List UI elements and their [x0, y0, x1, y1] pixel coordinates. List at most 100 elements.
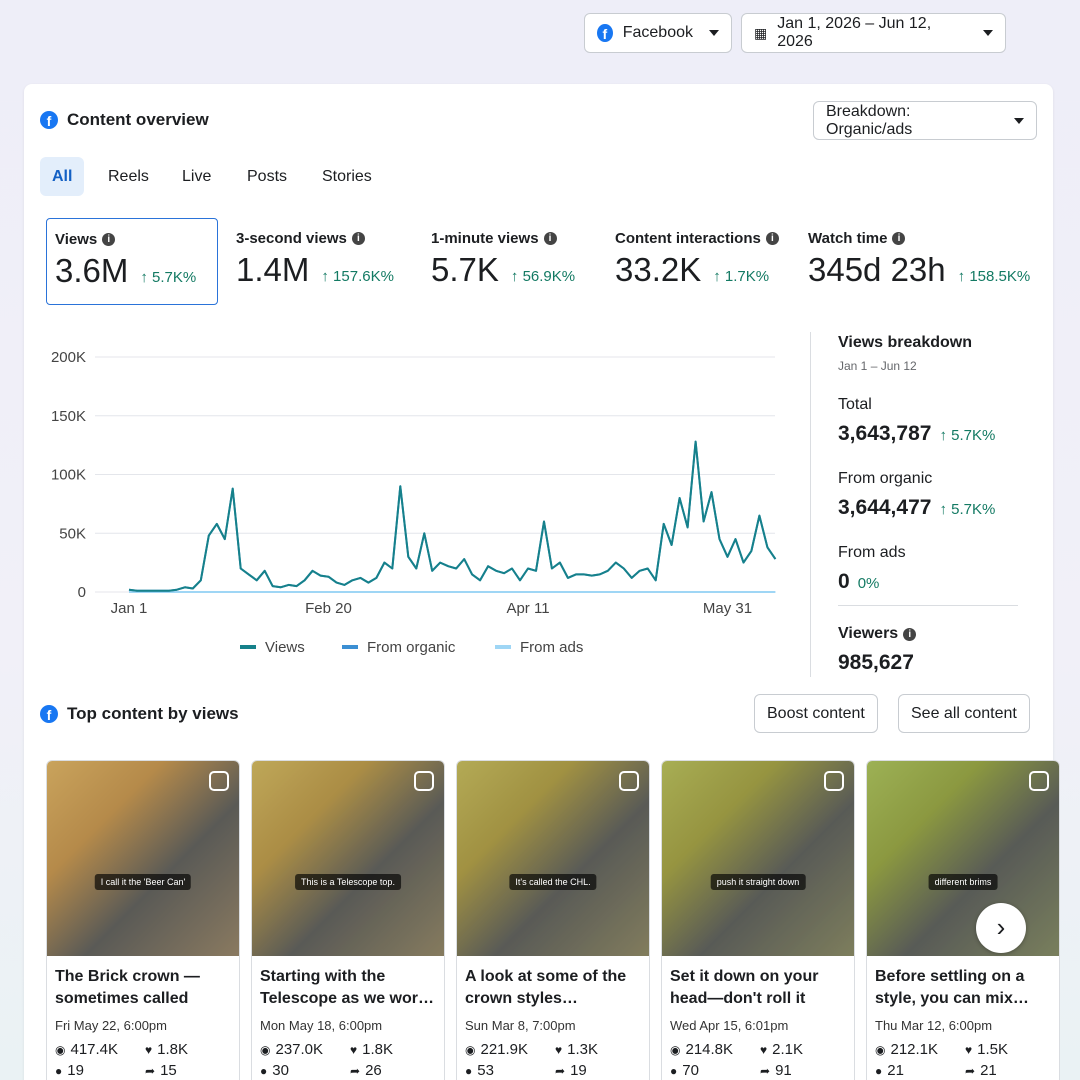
- breakdown-label: Breakdown: Organic/ads: [826, 102, 913, 138]
- breakdown-change: 5.7K%: [939, 501, 995, 518]
- stat-shares: 26: [350, 1062, 440, 1079]
- metric-card: Content interactions i 33.2K 1.7K%: [607, 218, 797, 305]
- info-icon: i: [102, 233, 116, 246]
- next-button[interactable]: ›: [976, 903, 1026, 953]
- post-date: Wed Apr 15, 6:01pm: [670, 1018, 789, 1033]
- post-date: Thu Mar 12, 6:00pm: [875, 1018, 993, 1033]
- reel-icon: [1029, 771, 1049, 791]
- metric-label-row: 1-minute views i: [431, 230, 595, 247]
- breakdown-value-row: 3,644,477 5.7K%: [838, 496, 995, 520]
- post-stats: 237.0K1.8K3026: [260, 1041, 436, 1079]
- post-date: Mon May 18, 6:00pm: [260, 1018, 383, 1033]
- stat-comments: 19: [55, 1062, 145, 1079]
- metric-value: 33.2K: [615, 251, 702, 288]
- top-content-title: Top content by views: [67, 704, 239, 723]
- tab[interactable]: Reels: [108, 167, 149, 185]
- stat-comments: 30: [260, 1062, 350, 1079]
- stat-likes: 1.5K: [965, 1041, 1055, 1058]
- divider: [838, 605, 1018, 606]
- metric-label: Content interactions: [615, 230, 761, 247]
- top-content-header: f Top content by views: [40, 704, 239, 724]
- metric-change: 1.7K%: [713, 268, 769, 285]
- post-title: Set it down on your head—don't roll it o…: [670, 968, 819, 1007]
- info-icon: i: [892, 232, 906, 245]
- x-tick-label: Jan 1: [111, 600, 148, 617]
- legend-label: From organic: [367, 639, 456, 656]
- breakdown-value: 3,643,787: [838, 422, 932, 445]
- viewers-value: 985,627: [838, 651, 914, 674]
- metric-card: 3-second views i 1.4M 157.6K%: [228, 218, 418, 305]
- reel-icon: [209, 771, 229, 791]
- info-icon: i: [903, 627, 917, 641]
- content-card[interactable]: This is a Telescope top. Starting with th…: [251, 760, 445, 1080]
- metric-value: 5.7K: [431, 251, 499, 288]
- thumbnail-caption: I call it the 'Beer Can': [94, 874, 192, 891]
- y-tick-label: 150K: [51, 408, 86, 425]
- calendar-icon: ▦: [754, 24, 768, 41]
- x-tick-label: May 31: [703, 600, 752, 617]
- stat-likes: 1.3K: [555, 1041, 645, 1058]
- platform-dropdown[interactable]: f Facebook: [584, 13, 732, 53]
- viewers-label: Viewers: [838, 625, 899, 642]
- metric-value-row: 5.7K 56.9K%: [431, 251, 595, 289]
- date-dropdown[interactable]: ▦ Jan 1, 2026 – Jun 12, 2026: [741, 13, 1006, 53]
- breakdown-value: 0: [838, 570, 850, 593]
- stat-views: 417.4K: [55, 1041, 145, 1058]
- stat-comments: 53: [465, 1062, 555, 1079]
- overview-header: f Content overview: [40, 110, 209, 130]
- stat-shares: 91: [760, 1062, 850, 1079]
- post-stats: 214.8K2.1K7091: [670, 1041, 846, 1079]
- viewers-label-row: Viewers i: [838, 625, 917, 643]
- x-tick-label: Feb 20: [305, 600, 352, 617]
- reel-icon: [619, 771, 639, 791]
- stat-likes: 1.8K: [350, 1041, 440, 1058]
- post-date: Fri May 22, 6:00pm: [55, 1018, 167, 1033]
- y-tick-label: 0: [78, 584, 86, 601]
- post-stats: 212.1K1.5K2121: [875, 1041, 1051, 1079]
- tab[interactable]: All: [40, 157, 85, 196]
- content-card[interactable]: It's called the CHL. A look at some of th…: [456, 760, 650, 1080]
- metric-value: 1.4M: [236, 251, 310, 288]
- tab[interactable]: Live: [182, 167, 212, 185]
- stat-views: 221.9K: [465, 1041, 555, 1058]
- stat-likes: 1.8K: [145, 1041, 235, 1058]
- facebook-icon: f: [597, 24, 613, 42]
- reel-icon: [824, 771, 844, 791]
- breakdown-label: Total: [838, 396, 872, 413]
- stat-views: 214.8K: [670, 1041, 760, 1058]
- stat-shares: 19: [555, 1062, 645, 1079]
- metric-value-row: 1.4M 157.6K%: [236, 251, 410, 289]
- thumbnail-caption: different brims: [928, 874, 998, 891]
- date-label: Jan 1, 2026 – Jun 12, 2026: [777, 15, 932, 50]
- content-card[interactable]: I call it the 'Beer Can' The Brick crown …: [46, 760, 240, 1080]
- metric-label: 1-minute views: [431, 230, 539, 247]
- content-card[interactable]: different brims Before settling on a styl…: [866, 760, 1060, 1080]
- metric-label: 3-second views: [236, 230, 347, 247]
- metric-change: 5.7K%: [140, 269, 196, 286]
- breakdown-dropdown[interactable]: Breakdown: Organic/ads: [813, 101, 1037, 140]
- tab[interactable]: Posts: [247, 167, 288, 185]
- post-title: The Brick crown — sometimes called the…: [55, 968, 200, 1007]
- stat-likes: 2.1K: [760, 1041, 850, 1058]
- metric-label-row: Views i: [55, 231, 209, 248]
- metric-value-row: 33.2K 1.7K%: [615, 251, 789, 289]
- breakdown-change: 5.7K%: [939, 427, 995, 444]
- breakdown-label: From ads: [838, 544, 906, 561]
- info-icon: i: [351, 232, 365, 245]
- breakdown-period: Jan 1 – Jun 12: [838, 359, 917, 373]
- see-all-button[interactable]: See all content: [898, 694, 1030, 733]
- see-all-label: See all content: [911, 704, 1017, 722]
- overview-title: Content overview: [67, 110, 209, 129]
- reel-icon: [414, 771, 434, 791]
- metric-label-row: Watch time i: [808, 230, 1030, 247]
- metric-change: 56.9K%: [511, 268, 576, 285]
- boost-button[interactable]: Boost content: [754, 694, 878, 733]
- caret: [1014, 117, 1024, 124]
- thumbnail-caption: This is a Telescope top.: [295, 874, 401, 891]
- content-card[interactable]: push it straight down Set it down on your…: [661, 760, 855, 1080]
- breakdown-change: 0%: [857, 575, 880, 592]
- tab[interactable]: Stories: [322, 167, 372, 185]
- stat-views: 237.0K: [260, 1041, 350, 1058]
- breakdown-title: Views breakdown: [838, 334, 972, 351]
